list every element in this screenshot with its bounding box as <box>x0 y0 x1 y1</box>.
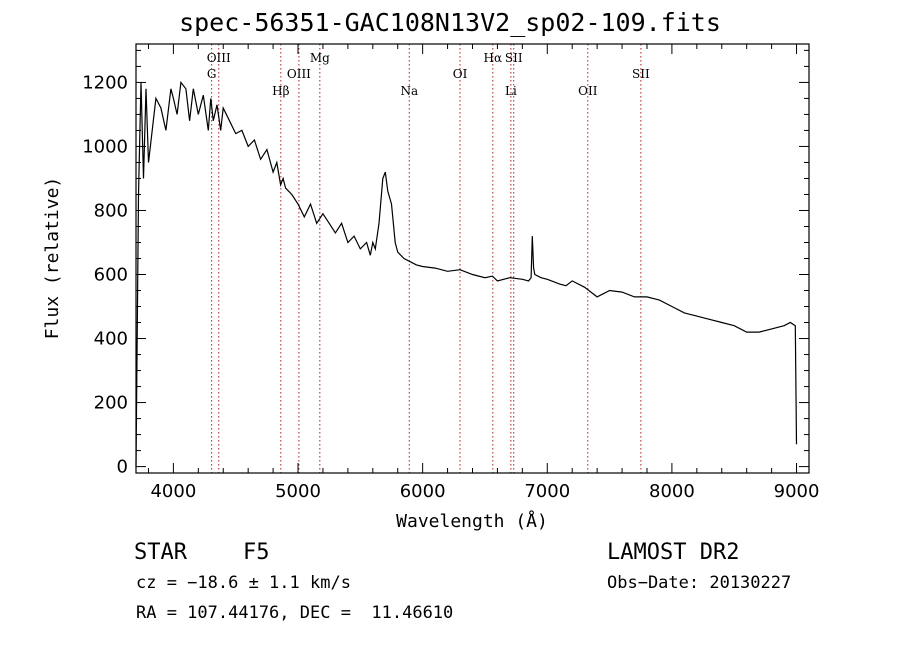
line-label: OIII <box>207 51 231 65</box>
line-label: Hα <box>484 51 503 65</box>
line-markers <box>211 44 642 473</box>
y-axis-title: Flux (relative) <box>42 177 63 340</box>
y-tick-label: 1000 <box>82 136 128 157</box>
y-tick-label: 800 <box>94 200 128 221</box>
survey-name: LAMOST DR2 <box>607 540 740 565</box>
y-tick-label: 400 <box>94 329 128 350</box>
line-label: OIII <box>287 67 311 81</box>
object-subclass: F5 <box>243 540 270 565</box>
y-tick-label: 1200 <box>82 72 128 93</box>
x-tick-label: 8000 <box>649 481 695 502</box>
line-label: SII <box>632 67 650 81</box>
line-label: Li <box>505 84 517 98</box>
x-tick-label: 6000 <box>400 481 446 502</box>
object-class: STAR <box>134 540 187 565</box>
x-axis-title: Wavelength (Å) <box>396 510 548 532</box>
line-label: OI <box>453 67 468 81</box>
line-label: Hβ <box>272 84 289 98</box>
coordinates: RA = 107.44176, DEC = 11.46610 <box>136 603 454 623</box>
line-label: Na <box>400 84 418 98</box>
y-tick-label: 600 <box>94 265 128 286</box>
chart-title: spec-56351-GAC108N13V2_sp02-109.fits <box>179 8 721 37</box>
x-tick-label: 5000 <box>275 481 321 502</box>
x-tick-label: 7000 <box>524 481 570 502</box>
line-label: Mg <box>310 51 330 65</box>
observation-date: Obs−Date: 20130227 <box>607 573 792 593</box>
y-tick-label: 200 <box>94 393 128 414</box>
line-label: G <box>207 67 217 81</box>
spectrum-line <box>135 80 798 467</box>
line-labels: G OIII Hβ OIII Mg Na OI Hα Li SII OII SII <box>207 51 650 98</box>
x-tick-label: 4000 <box>150 481 196 502</box>
line-label: OII <box>578 84 598 98</box>
x-tick-label: 9000 <box>774 481 820 502</box>
line-label: SII <box>505 51 523 65</box>
axis-ticks: 4000 5000 6000 7000 8000 9000 0 200 400 600 800 100… <box>82 44 819 502</box>
plot-frame <box>135 43 810 474</box>
redshift-velocity: cz = −18.6 ± 1.1 km/s <box>136 573 351 593</box>
y-tick-label: 0 <box>117 457 128 478</box>
